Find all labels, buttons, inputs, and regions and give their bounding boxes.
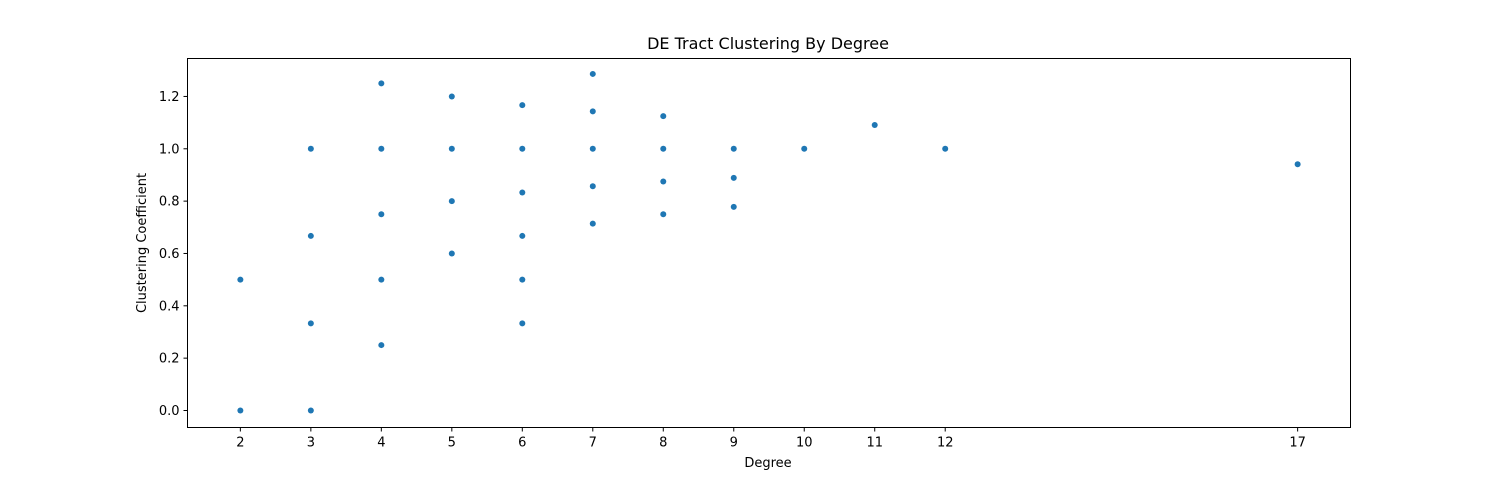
data-point (589, 70, 596, 77)
data-point (660, 145, 667, 152)
x-tick-label: 17 (1289, 436, 1306, 451)
data-point (378, 145, 385, 152)
data-point (519, 276, 526, 283)
data-point (730, 174, 737, 181)
data-point (519, 189, 526, 196)
y-tick-label: 0.2 (159, 352, 180, 367)
data-point (660, 211, 667, 218)
x-axis-label: Degree (744, 456, 791, 471)
data-point (378, 276, 385, 283)
x-tick-label: 5 (448, 436, 456, 451)
x-tick-label: 6 (518, 436, 526, 451)
data-point (378, 80, 385, 87)
x-tick-label: 2 (236, 436, 244, 451)
data-point (237, 276, 244, 283)
x-tick-label: 12 (937, 436, 954, 451)
x-tick-label: 8 (659, 436, 667, 451)
data-point (237, 407, 244, 414)
y-tick-label: 0.8 (159, 195, 180, 210)
x-tick-label: 9 (730, 436, 738, 451)
data-point (801, 145, 808, 152)
data-point (660, 178, 667, 185)
data-point (448, 250, 455, 257)
y-tick-label: 1.0 (159, 142, 180, 157)
x-tick-label: 4 (377, 436, 385, 451)
y-tick-label: 1.2 (159, 90, 180, 105)
data-point (730, 145, 737, 152)
data-point (519, 320, 526, 327)
data-point (589, 220, 596, 227)
data-point (589, 183, 596, 190)
data-point (448, 93, 455, 100)
y-tick-label: 0.6 (159, 247, 180, 262)
data-point (307, 145, 314, 152)
data-point (448, 145, 455, 152)
data-point (378, 342, 385, 349)
data-point (307, 232, 314, 239)
data-point (519, 145, 526, 152)
data-point (660, 113, 667, 120)
data-point (871, 121, 878, 128)
data-point (519, 232, 526, 239)
data-point (1294, 161, 1301, 168)
y-tick-label: 0.0 (159, 404, 180, 419)
x-tick-label: 11 (866, 436, 883, 451)
y-axis-label: Clustering Coefficient (135, 173, 150, 313)
data-point (448, 198, 455, 205)
data-point (589, 108, 596, 115)
points-layer (237, 70, 1301, 414)
data-point (519, 102, 526, 109)
chart-title: DE Tract Clustering By Degree (647, 34, 889, 53)
x-tick-label: 3 (307, 436, 315, 451)
x-tick-label: 10 (796, 436, 813, 451)
y-tick-label: 0.4 (159, 299, 180, 314)
x-tick-label: 7 (589, 436, 597, 451)
data-point (307, 320, 314, 327)
data-point (378, 211, 385, 218)
plot-area-frame (187, 58, 1351, 428)
data-point (307, 407, 314, 414)
ticks-layer: 2 3 4 5 6 7 8 9 10 11 12 17 0.0 0.2 0.4 0.6 0.8 1.0 1.2 (159, 90, 1306, 451)
data-point (942, 145, 949, 152)
data-point (589, 145, 596, 152)
data-point (730, 203, 737, 210)
